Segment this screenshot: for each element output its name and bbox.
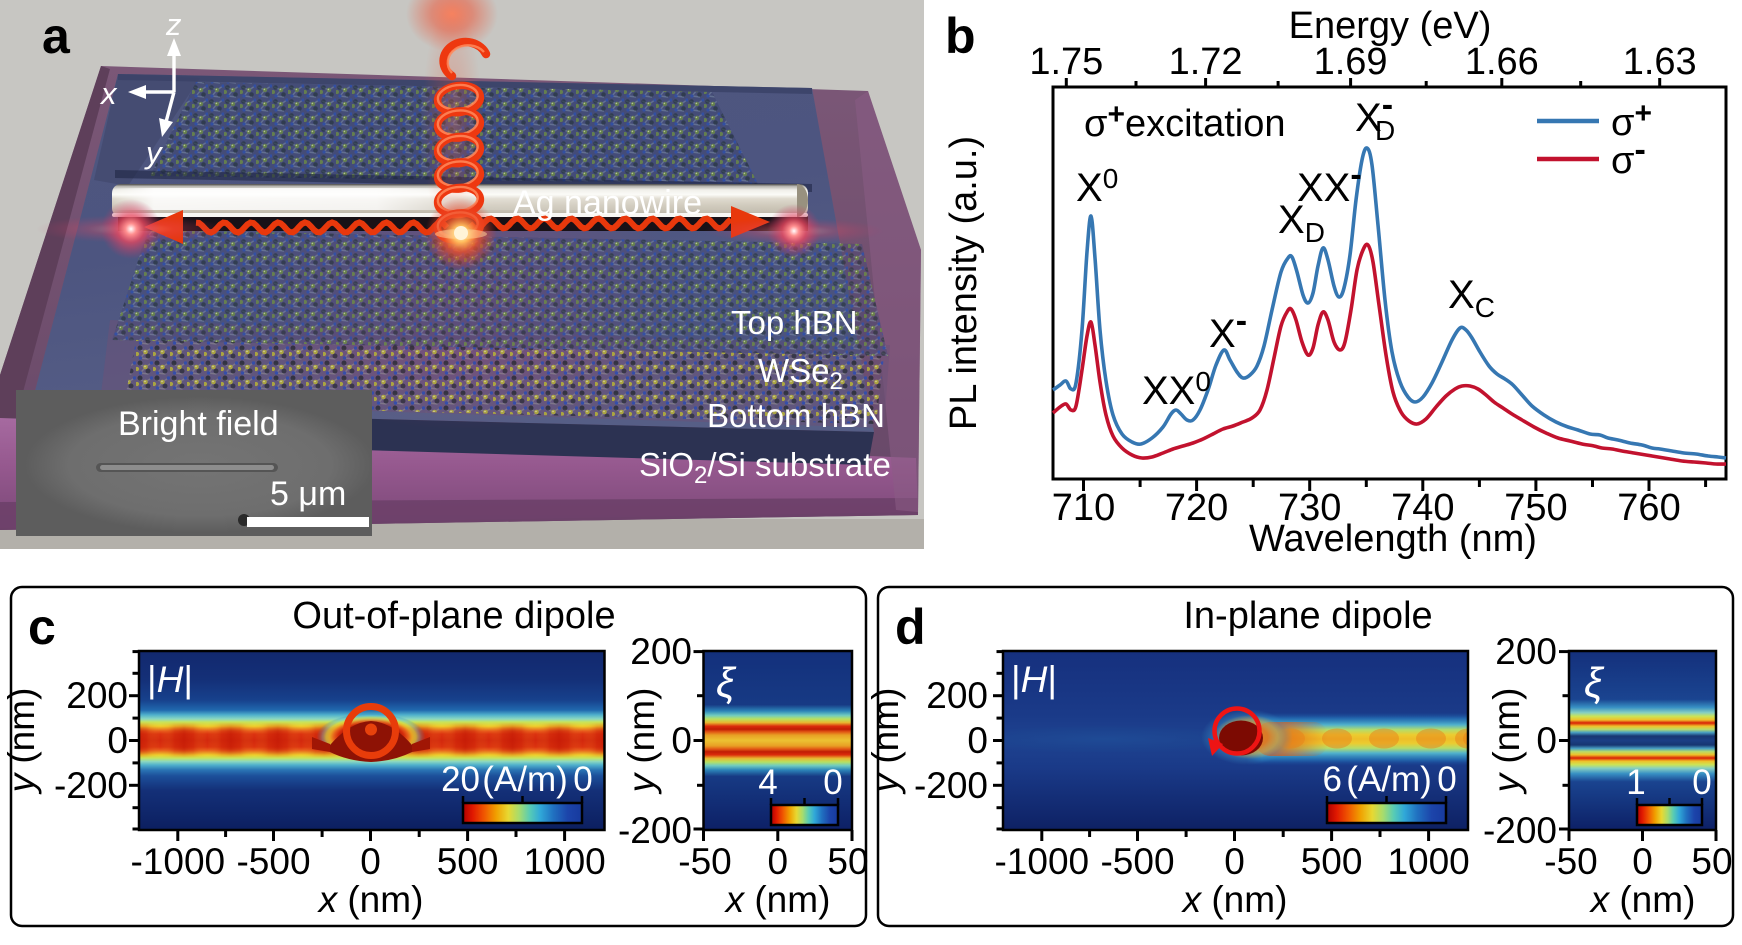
svg-text:500: 500 <box>1301 841 1363 882</box>
svg-text:-500: -500 <box>1100 841 1174 882</box>
svg-text:50: 50 <box>827 841 868 882</box>
svg-text:-200: -200 <box>618 810 692 851</box>
svg-text:-200: -200 <box>54 765 128 806</box>
svg-text:x (nm): x (nm) <box>724 879 831 920</box>
svg-text:Out-of-plane dipole: Out-of-plane dipole <box>292 595 615 637</box>
svg-text:-1000: -1000 <box>994 841 1089 882</box>
svg-text:y (nm): y (nm) <box>1486 688 1527 796</box>
svg-text:0: 0 <box>1437 760 1456 799</box>
svg-text:50: 50 <box>1691 841 1732 882</box>
svg-text:y (nm): y (nm) <box>865 688 906 796</box>
svg-text:1.72: 1.72 <box>1169 41 1243 83</box>
svg-text:y (nm): y (nm) <box>621 688 662 796</box>
svg-text:0: 0 <box>1692 763 1711 802</box>
svg-text:0: 0 <box>671 720 692 761</box>
svg-text:200: 200 <box>66 675 128 716</box>
svg-text:1: 1 <box>1626 763 1645 802</box>
svg-text:Top hBN: Top hBN <box>731 304 858 341</box>
svg-text:x (nm): x (nm) <box>1589 879 1696 920</box>
svg-text:1.63: 1.63 <box>1623 41 1697 83</box>
svg-text:-500: -500 <box>236 841 310 882</box>
svg-text:z: z <box>165 7 182 42</box>
svg-text:(A/m): (A/m) <box>1346 760 1432 799</box>
svg-text:0: 0 <box>1536 720 1557 761</box>
svg-text:ξ: ξ <box>1584 659 1605 706</box>
svg-text:-200: -200 <box>914 765 988 806</box>
svg-text:1.75: 1.75 <box>1029 41 1103 83</box>
svg-text:750: 750 <box>1504 487 1567 529</box>
svg-text:b: b <box>945 8 976 64</box>
svg-text:740: 740 <box>1391 487 1454 529</box>
svg-text:1000: 1000 <box>523 841 605 882</box>
svg-text:d: d <box>895 599 926 655</box>
svg-text:x (nm): x (nm) <box>1181 879 1288 920</box>
svg-text:200: 200 <box>926 675 988 716</box>
svg-text:y: y <box>144 135 164 170</box>
svg-text:ξ: ξ <box>716 659 737 706</box>
svg-text:710: 710 <box>1052 487 1115 529</box>
svg-text:1000: 1000 <box>1387 841 1469 882</box>
svg-text:Bottom hBN: Bottom hBN <box>707 397 885 434</box>
svg-text:Bright field: Bright field <box>118 405 279 443</box>
svg-text:Energy (eV): Energy (eV) <box>1289 5 1492 47</box>
svg-text:PL intensity (a.u.): PL intensity (a.u.) <box>943 136 985 430</box>
svg-text:760: 760 <box>1617 487 1680 529</box>
svg-text:0: 0 <box>823 763 842 802</box>
svg-text:|H|: |H| <box>1011 659 1057 700</box>
svg-text:0: 0 <box>1224 841 1245 882</box>
svg-text:-200: -200 <box>1483 810 1557 851</box>
svg-text:0: 0 <box>573 760 592 799</box>
svg-text:-50: -50 <box>1544 841 1597 882</box>
svg-text:1.66: 1.66 <box>1465 41 1539 83</box>
svg-text:720: 720 <box>1165 487 1228 529</box>
svg-text:0: 0 <box>107 720 128 761</box>
svg-text:0: 0 <box>1632 841 1653 882</box>
svg-text:Wavelength (nm): Wavelength (nm) <box>1249 518 1537 560</box>
svg-text:WSe2: WSe2 <box>758 352 843 395</box>
svg-text:Ag nanowire: Ag nanowire <box>513 184 702 222</box>
svg-text:SiO2/Si substrate: SiO2/Si substrate <box>639 446 891 489</box>
svg-text:x: x <box>99 76 118 111</box>
svg-text:y (nm): y (nm) <box>1 688 42 796</box>
svg-text:σ+excitation: σ+excitation <box>1084 98 1286 145</box>
svg-text:-1000: -1000 <box>130 841 225 882</box>
svg-text:-50: -50 <box>678 841 731 882</box>
svg-text:730: 730 <box>1278 487 1341 529</box>
svg-text:0: 0 <box>967 720 988 761</box>
svg-text:4: 4 <box>758 763 777 802</box>
svg-text:200: 200 <box>1495 631 1557 672</box>
svg-text:X-D: X-D <box>1355 86 1395 146</box>
svg-text:500: 500 <box>437 841 499 882</box>
svg-text:x (nm): x (nm) <box>317 879 424 920</box>
svg-text:5 μm: 5 μm <box>270 475 346 513</box>
svg-text:In-plane dipole: In-plane dipole <box>1183 595 1432 637</box>
svg-text:6: 6 <box>1323 760 1342 799</box>
svg-text:a: a <box>42 8 71 64</box>
svg-text:20: 20 <box>441 760 480 799</box>
svg-text:0: 0 <box>768 841 789 882</box>
svg-text:c: c <box>28 599 56 655</box>
svg-text:XC: XC <box>1448 273 1495 323</box>
svg-text:200: 200 <box>630 631 692 672</box>
svg-text:0: 0 <box>360 841 381 882</box>
svg-text:|H|: |H| <box>147 659 193 700</box>
svg-text:1.69: 1.69 <box>1314 41 1388 83</box>
svg-text:(A/m): (A/m) <box>482 760 568 799</box>
